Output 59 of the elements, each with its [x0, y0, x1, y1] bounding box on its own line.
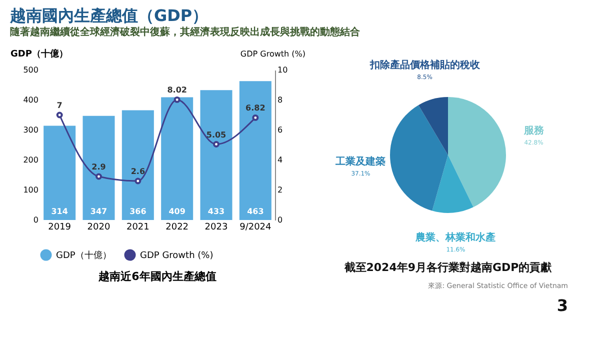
x-tick-label: 9/2024	[240, 222, 272, 232]
text: 越南國內生產總值（GDP）	[9, 6, 208, 25]
data-label: 463	[247, 207, 264, 216]
y2-tick-label: 6	[278, 126, 283, 134]
text: 越南近6年國內生產總值	[98, 270, 216, 283]
point	[213, 141, 220, 148]
x-tick-label: 2022	[166, 222, 189, 232]
pie-slice	[448, 97, 506, 208]
text: 隨著越南繼續從全球經濟破裂中復蘇，其經濟表現反映出成長與挑戰的動態結合	[10, 26, 361, 38]
pie-slice	[418, 97, 448, 155]
slice-label: 扣除產品價格補貼的稅收	[368, 59, 481, 72]
data-label: 2.9	[92, 162, 106, 172]
data-label: 6.82	[246, 104, 266, 113]
y2-tick-label: 8	[278, 96, 283, 104]
bar	[122, 110, 154, 220]
y2-tick-label: 4	[278, 156, 283, 164]
data-label: 5.05	[206, 130, 227, 140]
bar	[200, 90, 232, 220]
x-tick-label: 2019	[48, 222, 72, 232]
legend-label: GDP（十億）	[56, 250, 112, 261]
point	[96, 173, 102, 180]
data-label: 7	[56, 101, 62, 110]
text: 3	[556, 296, 568, 315]
bar	[161, 97, 194, 220]
point	[174, 96, 180, 103]
data-label: 366	[130, 207, 147, 216]
pie-slice	[432, 155, 474, 213]
y2-axis-title: GDP Growth (%)	[240, 50, 306, 58]
data-label: 433	[208, 207, 225, 216]
legend-label: GDP Growth (%)	[140, 251, 214, 261]
y-tick-label: 500	[23, 66, 38, 74]
y-tick-label: 400	[23, 96, 38, 104]
y2-tick-label: 0	[278, 216, 283, 224]
y-tick-label: 300	[23, 126, 38, 134]
bar	[239, 81, 272, 220]
pie-slice	[390, 105, 448, 211]
text: 截至2024年9月各行業對越南GDP的貢獻	[343, 261, 553, 274]
point	[56, 112, 63, 118]
x-tick-label: 2021	[126, 222, 150, 232]
x-tick-label: 2020	[87, 222, 110, 232]
y-tick-label: 200	[23, 156, 38, 164]
x-tick-label: 2023	[204, 222, 228, 232]
slice-label: 服務	[522, 124, 545, 136]
point	[134, 178, 142, 184]
data-label: 2.6	[130, 167, 146, 176]
y2-tick-label: 2	[278, 186, 283, 194]
y-tick-label: 0	[33, 216, 38, 224]
y2-tick-label: 10	[278, 66, 288, 74]
slice-label: 農業、林業和水產	[414, 232, 496, 244]
bar	[44, 126, 76, 220]
point	[252, 114, 259, 121]
data-label: 409	[168, 207, 186, 216]
slice-label: 工業及建築	[334, 155, 386, 168]
data-label: 347	[90, 207, 108, 216]
data-label: 314	[51, 207, 68, 216]
y-axis-title: GDP（十億）	[10, 48, 68, 60]
bar	[82, 116, 115, 220]
y-tick-label: 100	[23, 186, 38, 194]
data-label: 8.02	[167, 86, 187, 95]
